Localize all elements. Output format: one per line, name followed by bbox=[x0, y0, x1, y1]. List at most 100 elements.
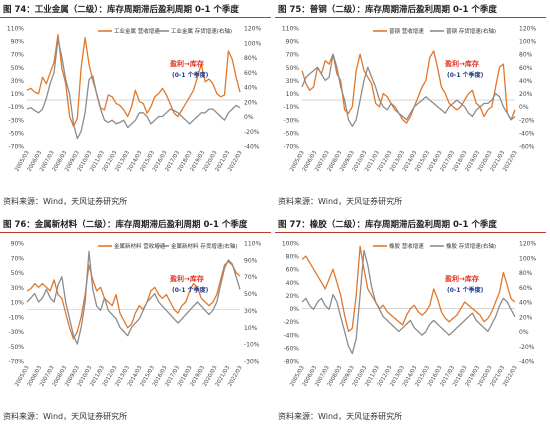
y-right-tick-label: 60% bbox=[519, 65, 533, 72]
y-right-tick-label: 50% bbox=[244, 291, 258, 298]
y-left-tick-label: 100% bbox=[282, 241, 299, 248]
y-right-tick-label: 80% bbox=[244, 55, 258, 62]
chart-panel-74: 图 74：工业金属（二级）：库存周期滞后盈利周期 0-1 个季度 110% 90%… bbox=[0, 0, 275, 215]
y-left-tick-label: -70% bbox=[8, 359, 24, 366]
y-right-tick-label: 120% bbox=[519, 241, 536, 248]
y-right-tick-label: 100% bbox=[519, 255, 536, 262]
y-right-tick-label: 0% bbox=[244, 114, 254, 121]
legend-label: 橡胶 营收增速 bbox=[389, 242, 424, 250]
y-left-tick-label: -50% bbox=[8, 130, 24, 137]
y-right-tick-label: -30% bbox=[244, 359, 260, 366]
y-right-tick-label: 90% bbox=[244, 257, 258, 264]
y-left-tick-label: -60% bbox=[283, 345, 299, 352]
y-right-tick-label: 20% bbox=[519, 314, 533, 321]
y-right-tick-label: 70% bbox=[244, 274, 258, 281]
title-rule bbox=[0, 17, 271, 18]
y-left-tick-label: 40% bbox=[286, 280, 300, 287]
series-line-2 bbox=[26, 38, 241, 140]
annotation-profit-inventory: 盈利→库存 bbox=[444, 59, 479, 68]
y-left-tick-label: -10% bbox=[8, 104, 24, 111]
y-left-tick-label: 90% bbox=[11, 241, 25, 248]
y-left-tick-label: 70% bbox=[11, 255, 25, 262]
chart-svg: 110% 90% 70% 50% 30% 10% -10% -30% -50% -70% 120% 1… bbox=[7, 26, 262, 173]
y-left-tick-label: 110% bbox=[7, 26, 24, 33]
legend-label: 橡胶 存货增速(右轴) bbox=[446, 242, 496, 250]
y-right-tick-label: 100% bbox=[244, 40, 261, 47]
title-rule bbox=[275, 17, 546, 18]
y-left-tick-label: 60% bbox=[286, 267, 300, 274]
y-right-tick-label: 40% bbox=[519, 78, 533, 85]
y-right-tick-label: -10% bbox=[244, 342, 260, 349]
y-left-tick-label: 10% bbox=[286, 91, 300, 98]
y-right-tick-label: 0% bbox=[519, 329, 529, 336]
y-left-tick-label: 50% bbox=[11, 270, 25, 277]
y-right-tick-label: 110% bbox=[244, 241, 261, 248]
legend-label: 普钢 营收增速 bbox=[389, 27, 424, 35]
y-right-tick-label: 120% bbox=[519, 26, 536, 33]
chart-svg: 90% 70% 50% 30% 10% -10% -30% -50% -70% 110% 90% 70… bbox=[8, 241, 261, 388]
annotation-lag: (0-1 个季度) bbox=[172, 286, 209, 294]
chart-title: 图 75：普钢（二级）：库存周期滞后盈利周期 0-1 个季度 bbox=[278, 5, 497, 15]
y-right-tick-label: 30% bbox=[244, 308, 258, 315]
chart-svg: 110% 90% 70% 50% 30% 10% -10% -30% -50% -70% 120% 1… bbox=[282, 26, 537, 173]
series-line-1 bbox=[301, 50, 516, 124]
chart-svg: 100% 80% 60% 40% 20% 0% -20% -40% -60% -80% 120% 10… bbox=[282, 241, 537, 388]
annotation-profit-inventory: 盈利→库存 bbox=[169, 59, 204, 68]
y-right-tick-label: 80% bbox=[519, 52, 533, 59]
y-left-tick-label: 30% bbox=[11, 285, 25, 292]
y-right-tick-label: -20% bbox=[519, 117, 535, 124]
legend-label: 普钢 存货增速(右轴) bbox=[446, 27, 496, 35]
y-left-tick-label: 30% bbox=[11, 78, 25, 85]
y-right-tick-label: 60% bbox=[244, 70, 258, 77]
y-right-tick-label: -40% bbox=[244, 144, 260, 151]
title-rule bbox=[275, 232, 546, 233]
chart-title: 图 77：橡胶（二级）：库存周期滞后盈利周期 0-1 个季度 bbox=[278, 220, 497, 230]
y-left-tick-label: 70% bbox=[286, 52, 300, 59]
y-left-tick-label: 90% bbox=[11, 39, 25, 46]
y-left-tick-label: 90% bbox=[286, 39, 300, 46]
y-left-tick-label: -30% bbox=[8, 329, 24, 336]
y-left-tick-label: -70% bbox=[283, 144, 299, 151]
chart-panel-75: 图 75：普钢（二级）：库存周期滞后盈利周期 0-1 个季度 110% 90% 70… bbox=[275, 0, 550, 215]
title-rule bbox=[0, 232, 271, 233]
y-right-tick-label: 100% bbox=[519, 39, 536, 46]
y-left-tick-label: 110% bbox=[282, 26, 299, 33]
series-line-1 bbox=[26, 33, 241, 127]
series-line-2 bbox=[301, 249, 516, 355]
chart-source: 资料来源：Wind，天风证券研究所 bbox=[3, 197, 128, 206]
series-line-1 bbox=[26, 260, 241, 340]
y-left-tick-label: 0% bbox=[289, 306, 299, 313]
chart-source: 资料来源：Wind，天风证券研究所 bbox=[278, 412, 403, 421]
y-right-tick-label: 120% bbox=[244, 26, 261, 33]
series-line-2 bbox=[26, 250, 241, 345]
y-left-tick-label: -10% bbox=[283, 104, 299, 111]
y-right-tick-label: -60% bbox=[519, 144, 535, 151]
y-left-tick-label: 50% bbox=[286, 65, 300, 72]
chart-source: 资料来源：Wind，天风证券研究所 bbox=[278, 197, 403, 206]
y-left-tick-label: 80% bbox=[286, 254, 300, 261]
y-left-tick-label: -80% bbox=[283, 359, 299, 366]
annotation-lag: (0-1 个季度) bbox=[447, 286, 484, 294]
y-right-tick-label: 20% bbox=[519, 91, 533, 98]
y-right-tick-label: 10% bbox=[244, 325, 258, 332]
y-left-tick-label: -50% bbox=[283, 130, 299, 137]
y-left-tick-label: 10% bbox=[11, 300, 25, 307]
y-right-tick-label: -20% bbox=[244, 129, 260, 136]
y-left-tick-label: -40% bbox=[283, 332, 299, 339]
series-line-1 bbox=[301, 245, 516, 333]
y-right-tick-label: 60% bbox=[519, 285, 533, 292]
y-left-tick-label: -70% bbox=[8, 144, 24, 151]
legend-label: 工业金属 存货增速(右轴) bbox=[171, 27, 232, 35]
chart-panel-77: 图 77：橡胶（二级）：库存周期滞后盈利周期 0-1 个季度 100% 80% 60… bbox=[275, 215, 550, 430]
y-right-tick-label: 40% bbox=[244, 85, 258, 92]
y-left-tick-label: 20% bbox=[286, 293, 300, 300]
annotation-lag: (0-1 个季度) bbox=[447, 71, 484, 79]
chart-source: 资料来源：Wind，天风证券研究所 bbox=[3, 412, 128, 421]
series-line-2 bbox=[301, 53, 516, 127]
y-left-tick-label: -50% bbox=[8, 344, 24, 351]
y-right-tick-label: 20% bbox=[244, 99, 258, 106]
y-left-tick-label: 10% bbox=[11, 91, 25, 98]
y-right-tick-label: 40% bbox=[519, 300, 533, 307]
chart-title: 图 76：金属新材料（二级）：库存周期滞后盈利周期 0-1 个季度 bbox=[3, 220, 248, 230]
y-left-tick-label: 30% bbox=[286, 78, 300, 85]
